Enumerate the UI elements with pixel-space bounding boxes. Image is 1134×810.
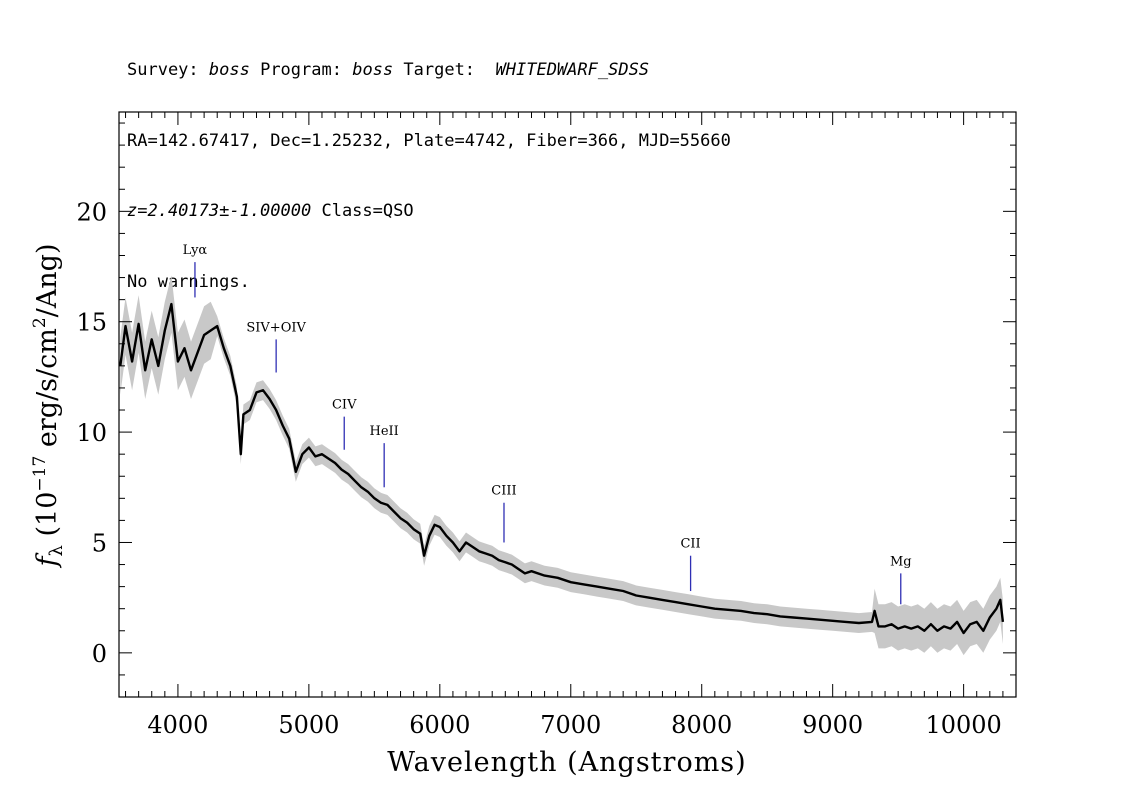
x-tick-label: 5000 (278, 711, 339, 739)
annotation-label: CIII (491, 484, 516, 499)
x-tick-label: 7000 (540, 711, 601, 739)
x-axis-ticks: 4000 5000 6000 7000 8000 9000 10000 (125, 112, 1017, 739)
y-tick-label: 10 (76, 419, 107, 447)
header-line-survey: Survey: boss Program: boss Target: WHITE… (127, 60, 650, 80)
flux-line (119, 302, 1005, 635)
annotation-label: Mg (890, 554, 912, 569)
plot-frame (118, 111, 1017, 698)
annotation-label: Lyα (183, 243, 208, 258)
x-tick-label: 8000 (671, 711, 732, 739)
annotation-label: HeII (370, 424, 399, 439)
y-axis-label: fλ (10−17 erg/s/cm2/Ang) (30, 244, 67, 569)
annotation-label: CII (680, 537, 700, 552)
x-tick-label: 9000 (802, 711, 863, 739)
y-axis-ticks: 0 5 10 15 20 (76, 122, 1016, 676)
x-axis-label: Wavelength (Angstroms) (387, 747, 746, 778)
y-tick-label: 5 (92, 529, 107, 557)
spectrum-header: Survey: boss Program: boss Target: WHITE… (127, 12, 731, 318)
y-tick-label: 0 (92, 640, 107, 668)
annotation-label: CIV (332, 398, 357, 413)
line-annotations: Lyα SIV+OIV CIV HeII CIII CII Mg (183, 243, 912, 605)
header-line-warnings: No warnings. (127, 271, 250, 292)
flux-series (119, 302, 1005, 635)
header-line-coords: RA=142.67417, Dec=1.25232, Plate=4742, F… (127, 130, 731, 151)
annotation-label: SIV+OIV (246, 320, 306, 335)
x-tick-label: 4000 (147, 711, 208, 739)
header-line-redshift: z=2.40173±-1.00000 Class=QSO (127, 201, 414, 221)
y-tick-label: 20 (76, 198, 107, 226)
x-tick-label: 10000 (925, 711, 1001, 739)
y-tick-label: 15 (76, 309, 107, 337)
x-tick-label: 6000 (409, 711, 470, 739)
